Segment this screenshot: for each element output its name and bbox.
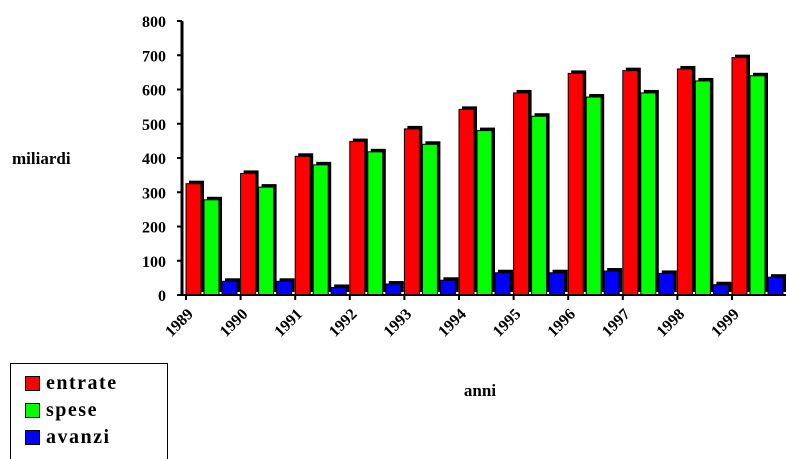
bar-avanzi-1998 [712,281,732,296]
legend-swatch-spese [25,402,40,418]
bar-avanzi-1994 [494,269,513,296]
bar-spese-1989 [203,196,222,296]
legend-item-spese: spese [25,397,98,423]
y-tick-label-300: 300 [142,185,166,202]
x-tick-label-1999: 1999 [708,306,743,341]
bar-entrate-1993 [403,125,423,296]
y-tick-label-800: 800 [142,14,166,31]
legend-label-entrate: entrate [46,371,118,394]
bar-spese-1990 [258,184,277,296]
x-tick-label-1994: 1994 [435,306,470,341]
legend-item-entrate: entrate [25,370,118,396]
x-tick-label-1993: 1993 [381,306,416,341]
bar-spese-1993 [421,141,441,296]
x-tick-label-1998: 1998 [654,306,689,341]
bar-spese-1994 [476,127,495,296]
x-tick-label-1995: 1995 [490,306,525,341]
bar-entrate-1997 [622,67,641,296]
legend-swatch-entrate [25,375,40,391]
x-tick-label-1997: 1997 [599,306,634,341]
y-tick-label-500: 500 [142,117,166,134]
bar-avanzi-1991 [330,284,350,296]
bar-entrate-1990 [240,170,259,296]
bar-spese-1996 [585,94,605,296]
bar-avanzi-1996 [603,268,623,296]
bar-spese-1999 [749,72,768,296]
y-tick-label-700: 700 [142,48,166,65]
bar-entrate-1996 [567,70,587,296]
bar-entrate-1995 [513,89,532,296]
x-axis-title: anni [464,381,496,400]
y-tick-label-200: 200 [142,220,166,237]
svg-text:miliardi: miliardi [12,149,71,168]
x-tick-label-1991: 1991 [271,306,306,341]
bar-avanzi-1997 [658,270,677,296]
y-tick-label-100: 100 [142,254,166,271]
bar-entrate-1992 [349,138,368,296]
legend: entrate spese avanzi [10,363,168,459]
legend-item-avanzi: avanzi [25,424,111,450]
bar-avanzi-1999 [767,274,786,296]
legend-label-spese: spese [46,398,98,421]
legend-swatch-avanzi [25,429,40,445]
y-tick-label-400: 400 [142,151,166,168]
x-tick-label-1989: 1989 [162,306,197,341]
bar-avanzi-1995 [549,269,568,296]
bar-spese-1995 [531,113,550,296]
bar-spese-1998 [694,77,714,296]
bar-entrate-1991 [294,153,314,296]
bar-spese-1992 [367,148,386,296]
bar-avanzi-1989 [221,278,240,296]
bar-avanzi-1992 [385,281,404,296]
bars-group [185,54,786,296]
y-axis-title: miliardi [12,149,71,168]
bar-spese-1997 [640,89,659,296]
bar-entrate-1989 [185,180,204,296]
x-tick-label-1996: 1996 [544,306,579,341]
y-tick-label-600: 600 [142,83,166,100]
bar-entrate-1999 [731,54,750,296]
bar-entrate-1994 [458,106,477,296]
y-tick-label-0: 0 [158,288,166,305]
legend-label-avanzi: avanzi [46,425,111,448]
bar-entrate-1998 [676,65,696,296]
x-tick-label-1992: 1992 [326,306,361,341]
bar-avanzi-1993 [439,277,459,296]
bar-spese-1991 [312,161,332,296]
x-tick-label-1990: 1990 [217,306,252,341]
bar-avanzi-1990 [276,278,295,296]
